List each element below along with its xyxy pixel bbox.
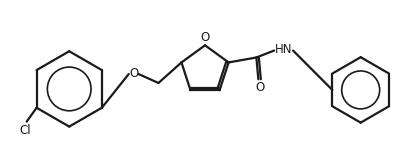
Text: O: O [200,31,210,44]
Text: O: O [255,81,265,94]
Text: Cl: Cl [20,124,31,137]
Text: HN: HN [275,43,293,56]
Text: O: O [129,66,138,80]
